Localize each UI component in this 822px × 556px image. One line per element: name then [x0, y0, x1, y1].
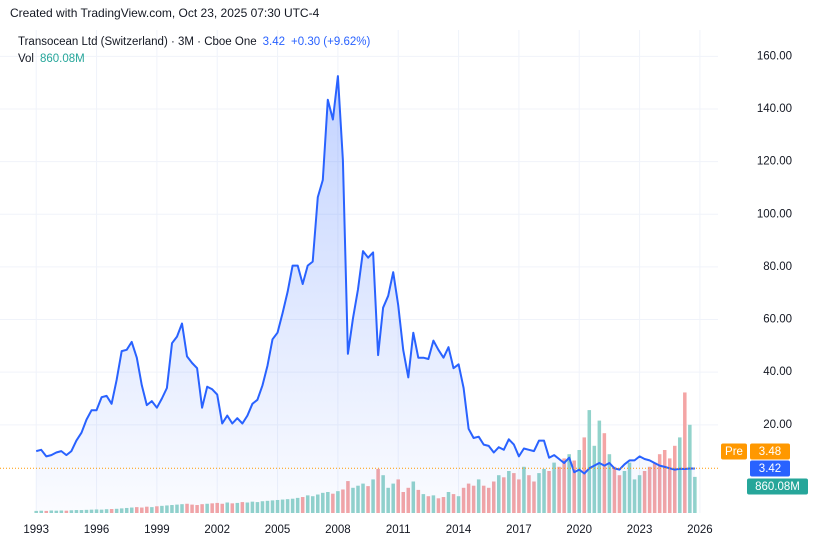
y-tick-label: 60.00: [763, 314, 792, 326]
pre-price: 3.48: [759, 446, 781, 458]
volume-name: Vol: [18, 53, 34, 65]
x-tick-label: 2014: [446, 524, 472, 536]
x-tick-label: 2026: [687, 524, 713, 536]
volume-last: 860.08M: [40, 53, 85, 65]
y-tick-label: 80.00: [763, 261, 792, 273]
x-tick-label: 2011: [386, 524, 411, 536]
last-price-badge-bg: [750, 460, 790, 477]
x-tick-label: 2023: [627, 524, 653, 536]
title: Transocean Ltd (Switzerland) · 3M · Cboe…: [18, 36, 257, 48]
x-tick-label: 2017: [506, 524, 532, 536]
caption: Created with TradingView.com, Oct 23, 20…: [10, 6, 320, 20]
x-tick-label: 2020: [566, 524, 592, 536]
last-price-badge: 3.42: [759, 463, 781, 475]
x-tick-label: 2005: [265, 524, 291, 536]
change: +0.30 (+9.62%): [291, 36, 371, 48]
y-tick-label: 100.00: [757, 208, 792, 220]
last-price: 3.42: [262, 36, 286, 48]
volume-badge: 860.08M: [755, 481, 800, 493]
x-tick-label: 1996: [84, 524, 110, 536]
y-tick-label: 140.00: [757, 103, 792, 115]
volume-bar: [683, 392, 687, 513]
pre-label-bg: [721, 443, 747, 460]
y-tick-label: 20.00: [763, 419, 792, 431]
pre-label: Pre: [725, 446, 743, 458]
y-tick-label: 40.00: [763, 366, 792, 378]
price-line: [35, 75, 695, 475]
pre-price-bg: [750, 443, 790, 460]
y-tick-label: 160.00: [757, 50, 792, 62]
y-tick-label: 120.00: [757, 156, 792, 168]
price-area: [36, 76, 695, 513]
x-tick-label: 1993: [23, 524, 49, 536]
legend-row: Transocean Ltd (Switzerland) · 3M · Cboe…: [18, 36, 376, 48]
x-tick-label: 1999: [144, 524, 170, 536]
x-tick-label: 2002: [204, 524, 230, 536]
volume-bar: [587, 410, 592, 513]
volume-badge-bg: [747, 478, 808, 495]
x-tick-label: 2008: [325, 524, 351, 536]
volume-row: Vol 860.08M: [18, 53, 91, 65]
